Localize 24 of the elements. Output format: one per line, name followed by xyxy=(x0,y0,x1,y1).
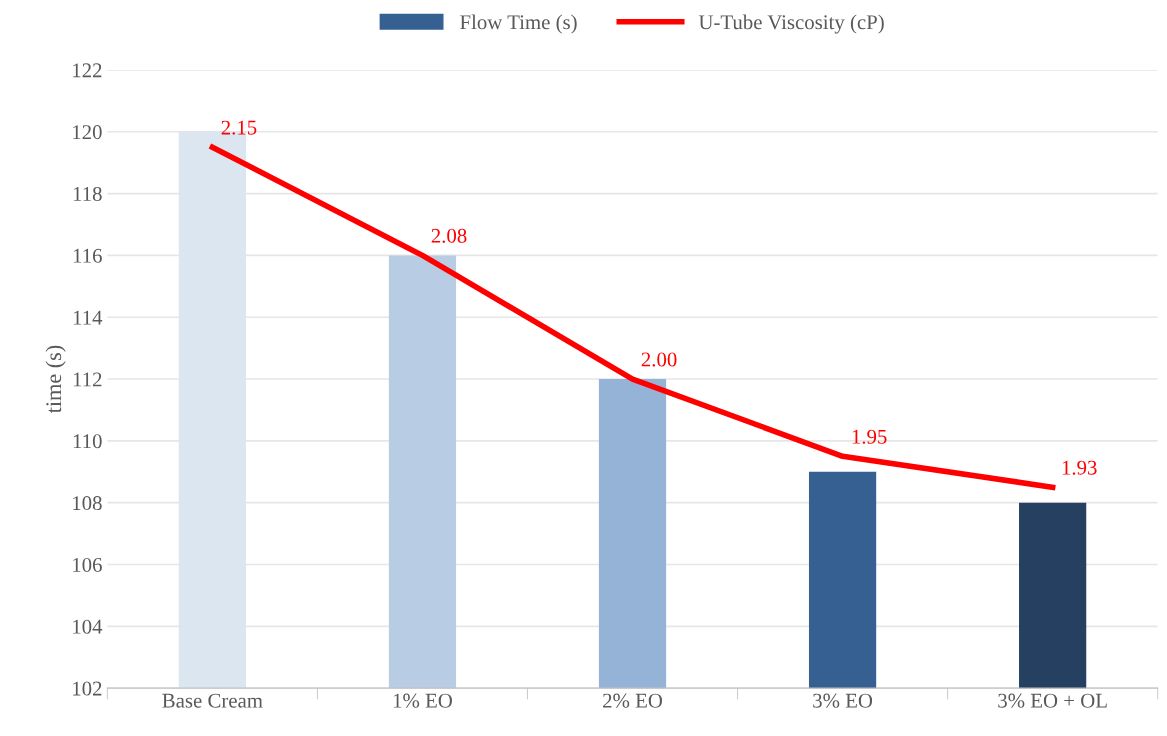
data-label: 2.00 xyxy=(641,352,677,367)
x-tick-label: 1% EO xyxy=(393,693,452,708)
y-tick-label: 122 xyxy=(73,63,102,78)
y-axis-title: time (s) xyxy=(45,345,66,414)
y-tick-label: 108 xyxy=(73,496,102,511)
y-tick-label: 112 xyxy=(73,372,102,387)
x-tick-label: 2% EO xyxy=(603,693,663,708)
data-label: 1.93 xyxy=(1062,460,1097,475)
y-tick-label: 118 xyxy=(73,186,102,201)
x-tick-label: 3% EO xyxy=(813,693,873,708)
x-tick-label: Base Cream xyxy=(162,693,263,708)
y-tick-label: 106 xyxy=(73,557,102,572)
x-tick-label: 3% EO + OL xyxy=(998,693,1107,708)
y-tick-label: 104 xyxy=(73,619,103,634)
y-tick-label: 110 xyxy=(73,434,102,449)
y-tick-label: 114 xyxy=(73,310,103,325)
y-tick-label: 102 xyxy=(73,681,102,696)
data-label: 1.95 xyxy=(852,429,887,444)
legend-label: Flow Time (s) xyxy=(460,14,577,34)
y-tick-label: 120 xyxy=(73,125,102,140)
legend-label: U-Tube Viscosity (cP) xyxy=(698,14,884,34)
data-label: 2.15 xyxy=(221,120,257,135)
data-label: 2.08 xyxy=(431,228,467,243)
y-tick-label: 116 xyxy=(73,248,102,263)
